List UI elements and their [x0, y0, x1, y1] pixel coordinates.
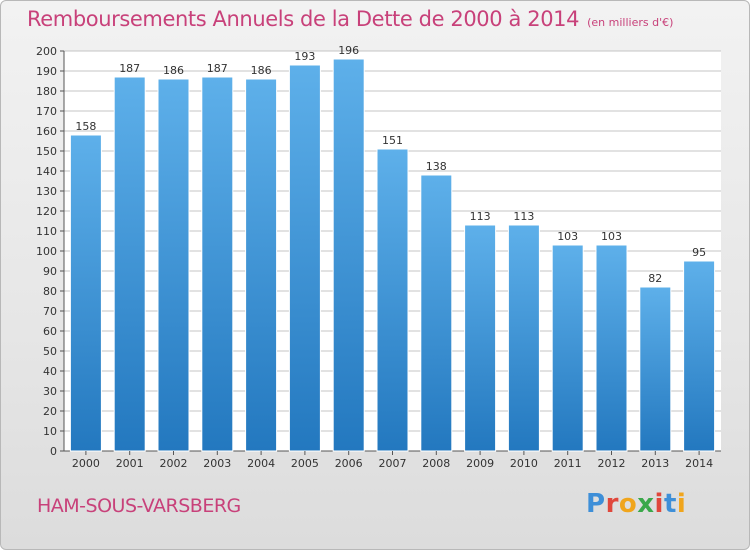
y-tick-label: 120: [36, 205, 57, 218]
commune-name: HAM-SOUS-VARSBERG: [37, 495, 241, 517]
data-label: 196: [338, 44, 359, 57]
logo-letter: i: [676, 489, 687, 519]
data-label: 113: [470, 210, 491, 223]
data-label: 186: [251, 64, 272, 77]
chart-title: Remboursements Annuels de la Dette de 20…: [27, 7, 673, 31]
chart-title-text: Remboursements Annuels de la Dette de 20…: [27, 7, 580, 31]
data-label: 151: [382, 134, 403, 147]
data-label: 95: [692, 246, 706, 259]
y-tick-label: 190: [36, 65, 57, 78]
logo-letter: i: [654, 489, 664, 519]
bar: [201, 76, 234, 452]
bar: [420, 174, 453, 452]
logo-letter: r: [605, 489, 619, 519]
bar: [288, 64, 321, 452]
y-tick-label: 80: [43, 285, 57, 298]
y-tick-label: 180: [36, 85, 57, 98]
y-tick-label: 20: [43, 405, 57, 418]
x-tick-label: 2014: [685, 457, 713, 470]
data-label: 158: [75, 120, 96, 133]
bar: [551, 244, 584, 452]
proxiti-logo: Proxiti: [586, 489, 686, 519]
y-tick-label: 0: [50, 445, 57, 458]
logo-letter: P: [586, 489, 606, 519]
y-tick-label: 100: [36, 245, 57, 258]
x-tick-label: 2004: [247, 457, 275, 470]
data-label: 113: [513, 210, 534, 223]
bar: [639, 286, 672, 452]
x-tick-label: 2007: [379, 457, 407, 470]
x-tick-label: 2001: [116, 457, 144, 470]
data-label: 193: [294, 50, 315, 63]
x-tick-label: 2003: [203, 457, 231, 470]
bar: [332, 58, 365, 452]
bar: [376, 148, 409, 452]
data-label: 186: [163, 64, 184, 77]
x-tick-label: 2005: [291, 457, 319, 470]
bar: [157, 78, 190, 452]
data-label: 187: [119, 62, 140, 75]
data-label: 82: [648, 272, 662, 285]
logo-letter: o: [618, 489, 638, 519]
y-tick-label: 200: [36, 45, 57, 58]
y-tick-label: 90: [43, 265, 57, 278]
x-tick-label: 2009: [466, 457, 494, 470]
logo-letter: x: [637, 489, 655, 519]
bar: [595, 244, 628, 452]
y-tick-label: 10: [43, 425, 57, 438]
data-label: 138: [426, 160, 447, 173]
bar: [69, 134, 102, 452]
data-label: 187: [207, 62, 228, 75]
y-tick-label: 170: [36, 105, 57, 118]
y-tick-label: 30: [43, 385, 57, 398]
chart-subtitle: (en milliers d'€): [587, 16, 674, 29]
x-tick-label: 2000: [72, 457, 100, 470]
y-tick-label: 40: [43, 365, 57, 378]
y-tick-label: 160: [36, 125, 57, 138]
data-label: 103: [557, 230, 578, 243]
logo-letter: t: [663, 489, 677, 519]
x-tick-label: 2011: [554, 457, 582, 470]
bar: [464, 224, 497, 452]
bar: [113, 76, 146, 452]
y-tick-label: 130: [36, 185, 57, 198]
y-tick-label: 60: [43, 325, 57, 338]
x-tick-label: 2002: [160, 457, 188, 470]
y-tick-label: 110: [36, 225, 57, 238]
bar: [245, 78, 278, 452]
x-tick-label: 2010: [510, 457, 538, 470]
x-tick-label: 2013: [641, 457, 669, 470]
data-label: 103: [601, 230, 622, 243]
x-tick-label: 2006: [335, 457, 363, 470]
y-tick-label: 50: [43, 345, 57, 358]
x-tick-label: 2012: [598, 457, 626, 470]
y-tick-label: 150: [36, 145, 57, 158]
bar: [683, 260, 716, 452]
y-tick-label: 70: [43, 305, 57, 318]
y-tick-label: 140: [36, 165, 57, 178]
bar: [507, 224, 540, 452]
x-tick-label: 2008: [422, 457, 450, 470]
